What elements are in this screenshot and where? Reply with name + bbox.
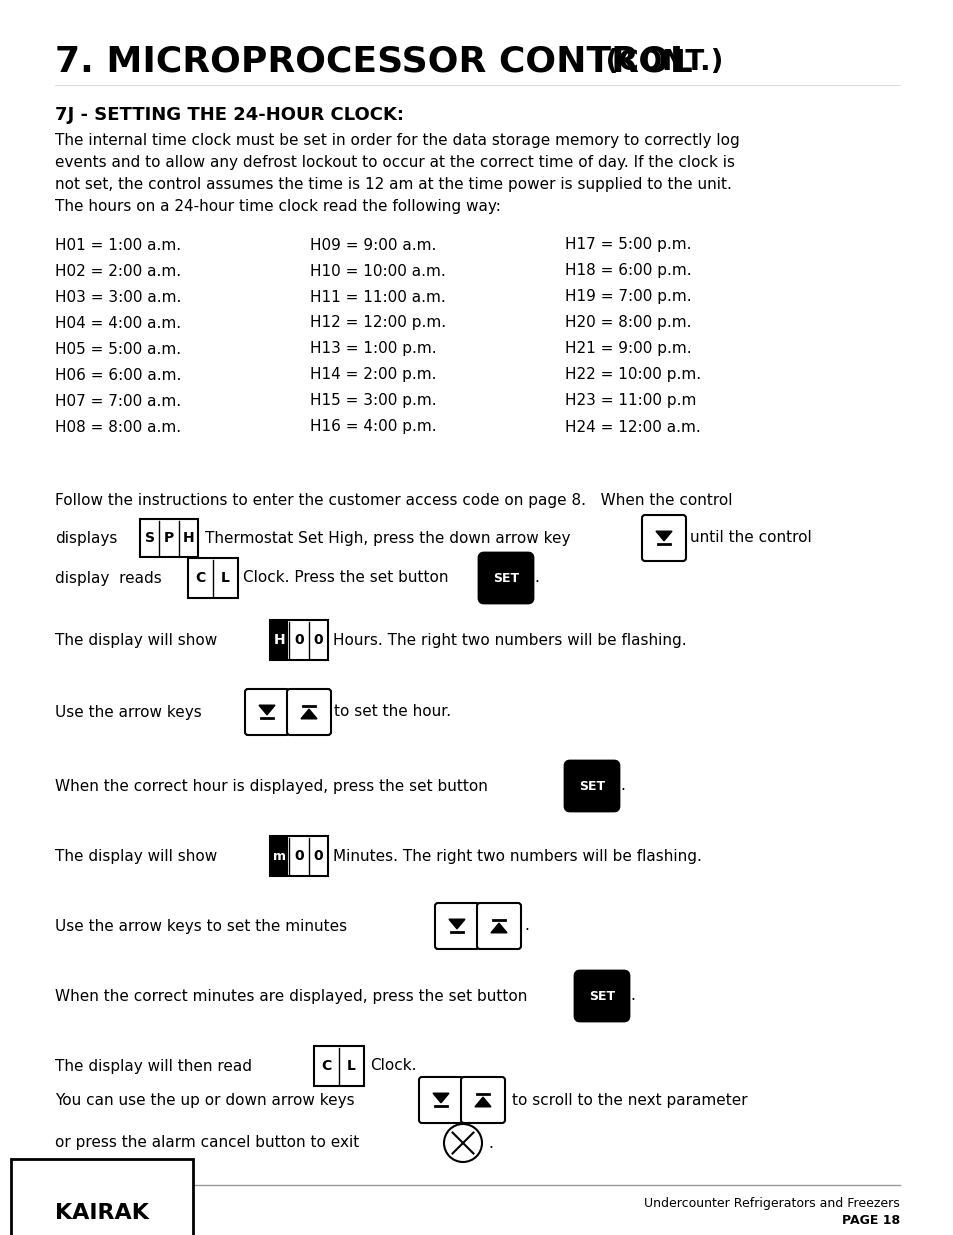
Polygon shape bbox=[475, 1097, 491, 1107]
Bar bbox=[270, 836, 328, 876]
FancyBboxPatch shape bbox=[460, 1077, 504, 1123]
Text: to scroll to the next parameter: to scroll to the next parameter bbox=[512, 1093, 747, 1108]
Text: H15 = 3:00 p.m.: H15 = 3:00 p.m. bbox=[310, 394, 436, 409]
Text: Use the arrow keys: Use the arrow keys bbox=[55, 704, 201, 720]
Text: You can use the up or down arrow keys: You can use the up or down arrow keys bbox=[55, 1093, 355, 1108]
Text: 0: 0 bbox=[314, 634, 323, 647]
Bar bbox=[188, 558, 237, 598]
Text: m: m bbox=[273, 850, 286, 862]
Text: C: C bbox=[195, 571, 206, 585]
Text: When the correct hour is displayed, press the set button: When the correct hour is displayed, pres… bbox=[55, 778, 487, 794]
Bar bbox=[271, 621, 288, 659]
Text: H09 = 9:00 a.m.: H09 = 9:00 a.m. bbox=[310, 237, 436, 252]
Text: H06 = 6:00 a.m.: H06 = 6:00 a.m. bbox=[55, 368, 181, 383]
Text: to set the hour.: to set the hour. bbox=[334, 704, 451, 720]
Polygon shape bbox=[491, 924, 506, 932]
Text: display  reads: display reads bbox=[55, 571, 162, 585]
Text: P: P bbox=[164, 531, 174, 545]
Polygon shape bbox=[656, 531, 671, 541]
Bar bbox=[314, 1046, 364, 1086]
Text: H18 = 6:00 p.m.: H18 = 6:00 p.m. bbox=[564, 263, 691, 279]
Text: L: L bbox=[221, 571, 230, 585]
Text: H14 = 2:00 p.m.: H14 = 2:00 p.m. bbox=[310, 368, 436, 383]
Text: H11 = 11:00 a.m.: H11 = 11:00 a.m. bbox=[310, 289, 445, 305]
Text: Clock. Press the set button: Clock. Press the set button bbox=[243, 571, 448, 585]
Text: Undercounter Refrigerators and Freezers: Undercounter Refrigerators and Freezers bbox=[643, 1197, 899, 1209]
Text: until the control: until the control bbox=[689, 531, 811, 546]
Text: PAGE 18: PAGE 18 bbox=[841, 1214, 899, 1228]
Text: H16 = 4:00 p.m.: H16 = 4:00 p.m. bbox=[310, 420, 436, 435]
Text: 7. MICROPROCESSOR CONTROL: 7. MICROPROCESSOR CONTROL bbox=[55, 44, 692, 79]
Text: H22 = 10:00 p.m.: H22 = 10:00 p.m. bbox=[564, 368, 700, 383]
Text: 7J - SETTING THE 24-HOUR CLOCK:: 7J - SETTING THE 24-HOUR CLOCK: bbox=[55, 106, 403, 124]
Text: H12 = 12:00 p.m.: H12 = 12:00 p.m. bbox=[310, 315, 446, 331]
Text: H17 = 5:00 p.m.: H17 = 5:00 p.m. bbox=[564, 237, 691, 252]
FancyBboxPatch shape bbox=[418, 1077, 462, 1123]
Text: The display will show: The display will show bbox=[55, 632, 217, 647]
Text: H23 = 11:00 p.m: H23 = 11:00 p.m bbox=[564, 394, 696, 409]
Bar bbox=[140, 519, 198, 557]
FancyBboxPatch shape bbox=[245, 689, 289, 735]
Text: H01 = 1:00 a.m.: H01 = 1:00 a.m. bbox=[55, 237, 181, 252]
Text: 0: 0 bbox=[314, 848, 323, 863]
Text: H05 = 5:00 a.m.: H05 = 5:00 a.m. bbox=[55, 342, 181, 357]
Text: H13 = 1:00 p.m.: H13 = 1:00 p.m. bbox=[310, 342, 436, 357]
Text: S: S bbox=[145, 531, 154, 545]
Text: 0: 0 bbox=[294, 848, 303, 863]
Text: H03 = 3:00 a.m.: H03 = 3:00 a.m. bbox=[55, 289, 181, 305]
Text: .: . bbox=[488, 1135, 493, 1151]
Polygon shape bbox=[433, 1093, 449, 1103]
Text: H08 = 8:00 a.m.: H08 = 8:00 a.m. bbox=[55, 420, 181, 435]
Text: H: H bbox=[182, 531, 194, 545]
Text: events and to allow any defrost lockout to occur at the correct time of day. If : events and to allow any defrost lockout … bbox=[55, 154, 734, 169]
Text: displays: displays bbox=[55, 531, 117, 546]
Text: C: C bbox=[321, 1058, 332, 1073]
Text: KAIRAK: KAIRAK bbox=[55, 1203, 149, 1223]
Text: Thermostat Set High, press the down arrow key: Thermostat Set High, press the down arro… bbox=[205, 531, 570, 546]
FancyBboxPatch shape bbox=[287, 689, 331, 735]
Text: H10 = 10:00 a.m.: H10 = 10:00 a.m. bbox=[310, 263, 445, 279]
Text: Clock.: Clock. bbox=[370, 1058, 416, 1073]
FancyBboxPatch shape bbox=[435, 903, 478, 948]
Text: Use the arrow keys to set the minutes: Use the arrow keys to set the minutes bbox=[55, 919, 347, 934]
Text: H02 = 2:00 a.m.: H02 = 2:00 a.m. bbox=[55, 263, 181, 279]
Text: The hours on a 24-hour time clock read the following way:: The hours on a 24-hour time clock read t… bbox=[55, 199, 500, 214]
Text: Minutes. The right two numbers will be flashing.: Minutes. The right two numbers will be f… bbox=[333, 848, 701, 863]
Text: SET: SET bbox=[588, 989, 615, 1003]
Text: H20 = 8:00 p.m.: H20 = 8:00 p.m. bbox=[564, 315, 691, 331]
Text: SET: SET bbox=[578, 779, 604, 793]
FancyBboxPatch shape bbox=[564, 761, 618, 811]
Bar bbox=[271, 837, 288, 876]
FancyBboxPatch shape bbox=[478, 553, 533, 603]
Polygon shape bbox=[301, 709, 316, 719]
Text: H04 = 4:00 a.m.: H04 = 4:00 a.m. bbox=[55, 315, 181, 331]
Text: .: . bbox=[523, 919, 528, 934]
Text: not set, the control assumes the time is 12 am at the time power is supplied to : not set, the control assumes the time is… bbox=[55, 177, 731, 191]
Text: L: L bbox=[347, 1058, 355, 1073]
Text: SET: SET bbox=[493, 572, 518, 584]
Text: .: . bbox=[534, 571, 538, 585]
Bar bbox=[270, 620, 328, 659]
Text: 0: 0 bbox=[294, 634, 303, 647]
Text: Follow the instructions to enter the customer access code on page 8.   When the : Follow the instructions to enter the cus… bbox=[55, 493, 732, 508]
Text: .: . bbox=[619, 778, 624, 794]
Polygon shape bbox=[449, 919, 464, 929]
Text: The internal time clock must be set in order for the data storage memory to corr: The internal time clock must be set in o… bbox=[55, 132, 739, 147]
Text: The display will then read: The display will then read bbox=[55, 1058, 252, 1073]
FancyBboxPatch shape bbox=[641, 515, 685, 561]
Text: H21 = 9:00 p.m.: H21 = 9:00 p.m. bbox=[564, 342, 691, 357]
Text: .: . bbox=[629, 988, 634, 1004]
Text: H24 = 12:00 a.m.: H24 = 12:00 a.m. bbox=[564, 420, 700, 435]
FancyBboxPatch shape bbox=[575, 971, 628, 1021]
Text: H07 = 7:00 a.m.: H07 = 7:00 a.m. bbox=[55, 394, 181, 409]
Text: H: H bbox=[274, 634, 285, 647]
Text: (CONT.): (CONT.) bbox=[596, 48, 722, 77]
Text: When the correct minutes are displayed, press the set button: When the correct minutes are displayed, … bbox=[55, 988, 527, 1004]
Text: The display will show: The display will show bbox=[55, 848, 217, 863]
Text: H19 = 7:00 p.m.: H19 = 7:00 p.m. bbox=[564, 289, 691, 305]
Text: or press the alarm cancel button to exit: or press the alarm cancel button to exit bbox=[55, 1135, 359, 1151]
Text: Hours. The right two numbers will be flashing.: Hours. The right two numbers will be fla… bbox=[333, 632, 686, 647]
Polygon shape bbox=[258, 705, 274, 715]
FancyBboxPatch shape bbox=[476, 903, 520, 948]
